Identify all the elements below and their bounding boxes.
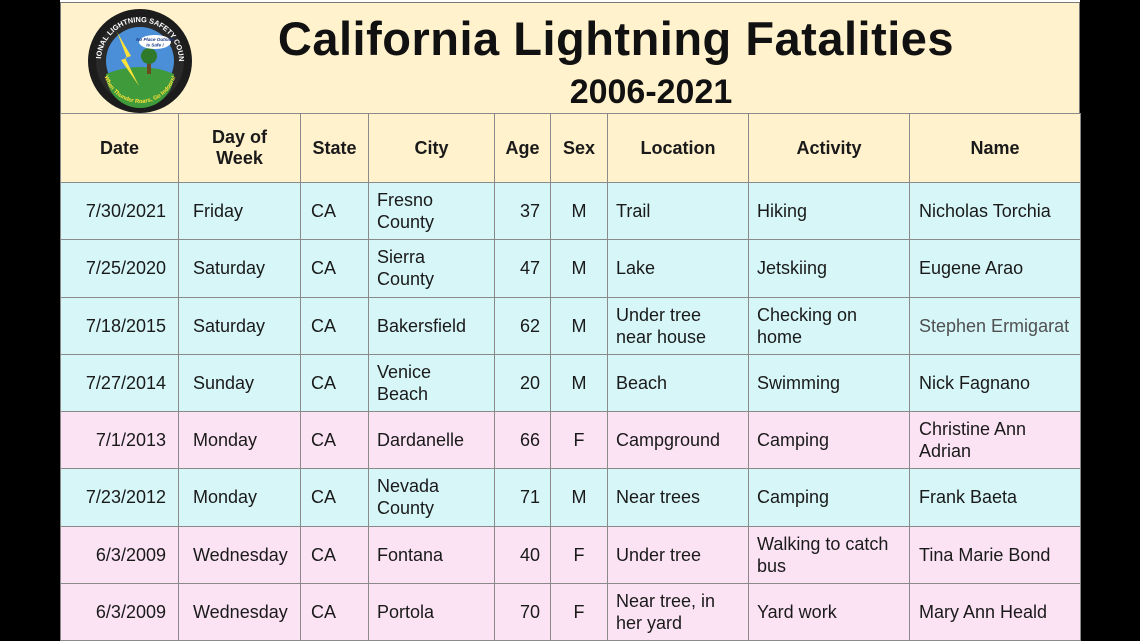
cell-name: Nicholas Torchia [909, 181, 1081, 241]
cell-activity: Walking to catch bus [748, 525, 910, 584]
cell-age: 20 [494, 353, 551, 413]
cell-date: 7/18/2015 [60, 296, 179, 355]
table-row: 7/27/2014 Sunday CA Venice Beach 20 M Beach Swi… [60, 353, 1081, 413]
cell-date: 6/3/2009 [60, 582, 179, 641]
cell-date: 7/27/2014 [60, 353, 179, 413]
cell-state: CA [300, 525, 369, 584]
page-title: California Lightning Fatalities [277, 12, 955, 65]
cell-city: Fontana [368, 525, 495, 584]
cell-name: Mary Ann Heald [909, 582, 1081, 641]
cell-day-of-week: Monday [178, 468, 301, 527]
table-row: 7/25/2020 Saturday CA Sierra County 47 M Lake J… [60, 239, 1081, 298]
cell-age: 47 [494, 239, 551, 298]
cell-city: Nevada County [368, 468, 495, 527]
column-header-city: City [368, 113, 495, 183]
cell-state: CA [300, 582, 369, 641]
cell-state: CA [300, 181, 369, 241]
cell-name: Nick Fagnano [909, 353, 1081, 413]
fatalities-table: Date Day of Week State City Age Sex Location Ac… [60, 113, 1081, 641]
cell-city: Fresno County [368, 181, 495, 241]
table-body: 7/30/2021 Friday CA Fresno County 37 M Trail Hi… [60, 181, 1081, 641]
cell-state: CA [300, 239, 369, 298]
cell-sex: F [550, 582, 608, 641]
cell-state: CA [300, 468, 369, 527]
cell-age: 40 [494, 525, 551, 584]
table-row: 7/1/2013 Monday CA Dardanelle 66 F Campground C… [60, 410, 1081, 470]
cell-sex: M [550, 353, 608, 413]
cell-sex: F [550, 525, 608, 584]
cell-date: 7/25/2020 [60, 239, 179, 298]
cell-location: Near tree, in her yard [607, 582, 749, 641]
table-row: 7/23/2012 Monday CA Nevada County 71 M Near tr… [60, 468, 1081, 527]
cell-location: Near trees [607, 468, 749, 527]
cell-name: Stephen Ermigarat [909, 296, 1081, 355]
cell-age: 70 [494, 582, 551, 641]
cell-city: Venice Beach [368, 353, 495, 413]
cell-name: Christine Ann Adrian [909, 410, 1081, 470]
column-header-sex: Sex [550, 113, 608, 183]
table-row: 6/3/2009 Wednesday CA Fontana 40 F Under tree W… [60, 525, 1081, 584]
column-header-row: Date Day of Week State City Age Sex Location Ac… [60, 113, 1081, 183]
cell-sex: M [550, 239, 608, 298]
cell-state: CA [300, 353, 369, 413]
column-header-day-of-week: Day of Week [178, 113, 301, 183]
cell-day-of-week: Wednesday [178, 582, 301, 641]
cell-sex: M [550, 181, 608, 241]
cell-activity: Yard work [748, 582, 910, 641]
cell-state: CA [300, 296, 369, 355]
fatalities-sheet: No Place Outside Is Safe ! NATIONAL LIGH… [60, 0, 1081, 641]
cell-activity: Camping [748, 468, 910, 527]
cell-name: Tina Marie Bond [909, 525, 1081, 584]
table-row: 7/30/2021 Friday CA Fresno County 37 M Trail Hi… [60, 181, 1081, 241]
year-range: 2006-2021 [569, 73, 733, 111]
cell-location: Campground [607, 410, 749, 470]
cell-day-of-week: Saturday [178, 296, 301, 355]
title-banner: No Place Outside Is Safe ! NATIONAL LIGH… [60, 2, 1080, 114]
cell-activity: Jetskiing [748, 239, 910, 298]
column-header-activity: Activity [748, 113, 910, 183]
cell-day-of-week: Wednesday [178, 525, 301, 584]
cell-state: CA [300, 410, 369, 470]
cell-date: 7/23/2012 [60, 468, 179, 527]
table-row: 6/3/2009 Wednesday CA Portola 70 F Near tree, … [60, 582, 1081, 641]
nlsc-logo: No Place Outside Is Safe ! NATIONAL LIGH… [87, 8, 192, 113]
cell-location: Under tree near house [607, 296, 749, 355]
cell-city: Portola [368, 582, 495, 641]
cell-city: Dardanelle [368, 410, 495, 470]
column-header-date: Date [60, 113, 179, 183]
cell-day-of-week: Friday [178, 181, 301, 241]
cell-activity: Hiking [748, 181, 910, 241]
cell-date: 6/3/2009 [60, 525, 179, 584]
cell-location: Beach [607, 353, 749, 413]
table-row: 7/18/2015 Saturday CA Bakersfield 62 M Under t… [60, 296, 1081, 355]
svg-text:Is Safe !: Is Safe ! [146, 43, 164, 48]
cell-activity: Swimming [748, 353, 910, 413]
cell-age: 71 [494, 468, 551, 527]
cell-day-of-week: Sunday [178, 353, 301, 413]
cell-city: Bakersfield [368, 296, 495, 355]
column-header-location: Location [607, 113, 749, 183]
cell-sex: M [550, 468, 608, 527]
cell-age: 66 [494, 410, 551, 470]
cell-name: Eugene Arao [909, 239, 1081, 298]
cell-date: 7/30/2021 [60, 181, 179, 241]
cell-location: Under tree [607, 525, 749, 584]
cell-name: Frank Baeta [909, 468, 1081, 527]
cell-city: Sierra County [368, 239, 495, 298]
cell-age: 37 [494, 181, 551, 241]
svg-text:No Place Outside: No Place Outside [136, 37, 174, 42]
cell-sex: M [550, 296, 608, 355]
column-header-state: State [300, 113, 369, 183]
cell-activity: Camping [748, 410, 910, 470]
column-header-age: Age [494, 113, 551, 183]
column-header-name: Name [909, 113, 1081, 183]
cell-day-of-week: Monday [178, 410, 301, 470]
cell-age: 62 [494, 296, 551, 355]
cell-date: 7/1/2013 [60, 410, 179, 470]
cell-location: Lake [607, 239, 749, 298]
cell-activity: Checking on home [748, 296, 910, 355]
cell-sex: F [550, 410, 608, 470]
cell-day-of-week: Saturday [178, 239, 301, 298]
cell-location: Trail [607, 181, 749, 241]
